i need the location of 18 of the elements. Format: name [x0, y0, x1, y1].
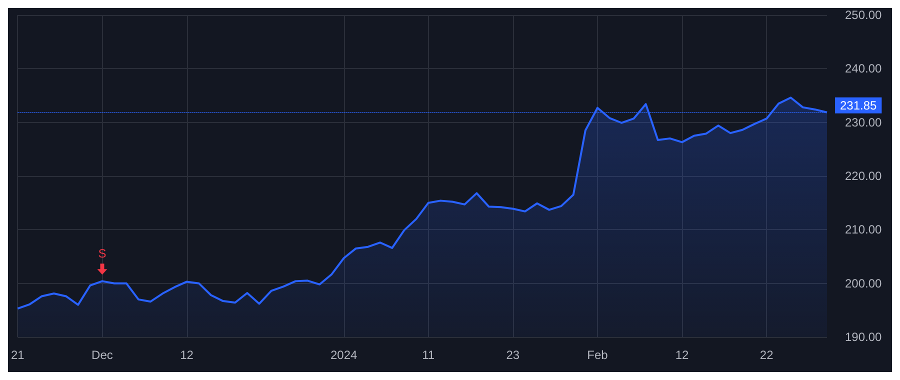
x-tick-label: 11 — [422, 348, 435, 362]
y-tick-label: 250.00 — [845, 8, 882, 22]
y-tick-label: 210.00 — [845, 222, 882, 237]
x-tick-label: 23 — [506, 348, 520, 362]
x-tick-label: 2024 — [330, 348, 358, 362]
x-tick-label: Dec — [92, 348, 113, 362]
x-tick-label: 12 — [180, 348, 194, 362]
ref-line-label: 231.85 — [840, 98, 878, 112]
y-tick-label: 230.00 — [845, 115, 882, 130]
annotation: S — [98, 246, 106, 261]
y-tick-label: 240.00 — [845, 62, 882, 76]
x-tick-label: 22 — [760, 348, 774, 362]
y-tick-label: 200.00 — [845, 276, 882, 290]
x-tick-label: Feb — [587, 348, 608, 362]
y-tick-label: 190.00 — [845, 330, 882, 344]
y-tick-label: 220.00 — [845, 169, 882, 183]
x-tick-label: 12 — [675, 348, 690, 362]
x-tick-label: 21 — [10, 348, 25, 362]
